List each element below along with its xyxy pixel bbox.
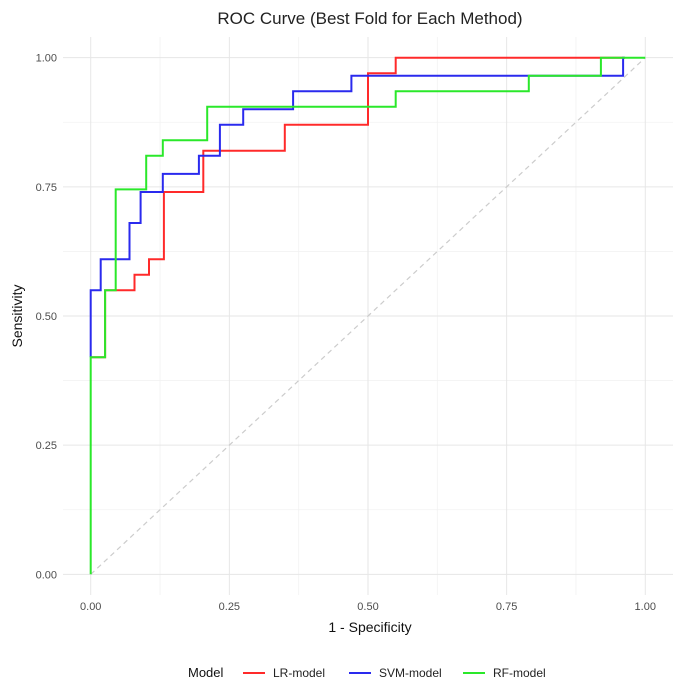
legend-item-lr: LR-model [243, 666, 325, 680]
x-tick-label: 0.00 [80, 601, 101, 613]
reference-line [90, 57, 646, 575]
reference-diagonal [90, 57, 646, 575]
y-axis-ticks: 0.00 0.25 0.50 0.75 1.00 [36, 53, 57, 582]
series-line-svm-model [89, 56, 625, 358]
y-tick-label: 0.25 [36, 440, 57, 452]
x-axis-title: 1 - Specificity [328, 619, 411, 635]
legend-label-rf: RF-model [493, 666, 546, 680]
legend: Model LR-model SVM-model RF-model [188, 665, 546, 680]
legend-item-svm: SVM-model [349, 666, 442, 680]
x-tick-label: 0.50 [357, 601, 378, 613]
y-tick-label: 1.00 [36, 53, 57, 65]
series-lines [89, 56, 646, 575]
x-tick-label: 1.00 [635, 601, 656, 613]
x-tick-label: 0.25 [219, 601, 240, 613]
legend-label-svm: SVM-model [379, 666, 442, 680]
y-tick-label: 0.50 [36, 311, 57, 323]
legend-title: Model [188, 665, 224, 680]
series-line-rf-model [89, 56, 646, 575]
x-tick-label: 0.75 [496, 601, 517, 613]
legend-label-lr: LR-model [273, 666, 325, 680]
legend-item-rf: RF-model [463, 666, 546, 680]
y-tick-label: 0.75 [36, 182, 57, 194]
chart-title: ROC Curve (Best Fold for Each Method) [217, 9, 522, 28]
x-axis-ticks: 0.00 0.25 0.50 0.75 1.00 [80, 601, 656, 613]
y-axis-title: Sensitivity [9, 284, 25, 347]
series-line-lr-model [90, 56, 625, 359]
y-tick-label: 0.00 [36, 569, 57, 581]
